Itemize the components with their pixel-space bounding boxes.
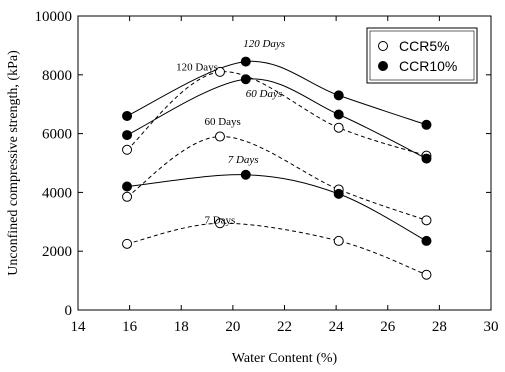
legend-label-ccr5: CCR5% [399,38,450,54]
annotation-label: 7 Days [228,154,259,166]
legend-box [366,27,478,84]
series-line-ccr10 [126,174,427,242]
x-tick-label: 28 [432,319,447,335]
annotation-label: 60 Days [204,116,240,128]
series-points [122,56,432,280]
data-point-ccr5 [421,215,432,226]
data-point-ccr10 [421,235,432,246]
y-tick-label: 10000 [35,9,73,25]
y-tick-label: 4000 [42,185,72,201]
y-tick-label: 0 [65,303,73,319]
series-line-ccr5 [126,222,427,276]
y-tick-label: 6000 [42,127,72,143]
legend: CCR5% CCR10% [366,27,478,84]
data-point-ccr10 [240,56,251,67]
annotation-label: 7 Days [204,214,235,226]
series-curves [126,60,427,276]
axis-ticks: 14 16 18 20 22 24 26 28 30 0 2000 4000 6000 8000 10000 [35,9,499,335]
data-point-ccr10 [240,169,251,180]
data-point-ccr5 [122,191,133,202]
data-point-ccr5 [421,269,432,280]
data-point-ccr5 [214,131,225,142]
x-tick-label: 22 [277,319,292,335]
x-tick-label: 14 [71,319,87,335]
y-axis-label: Unconfined compressive strength, (kPa) [6,50,21,276]
legend-marker-ccr5 [378,41,388,51]
data-point-ccr5 [214,218,225,229]
data-point-ccr10 [122,181,133,192]
annotation-label: 120 Days [176,61,218,73]
data-point-ccr10 [333,90,344,101]
data-point-ccr10 [240,74,251,85]
x-tick-label: 16 [122,319,138,335]
x-tick-label: 20 [225,319,240,335]
data-point-ccr10 [122,110,133,121]
x-tick-label: 26 [380,319,396,335]
data-point-ccr10 [421,153,432,164]
annotation-label: 60 Days [246,88,282,100]
data-point-ccr5 [214,66,225,77]
x-axis-label: Water Content (%) [232,351,338,366]
x-tick-label: 18 [174,319,189,335]
series-line-ccr10 [126,78,427,160]
data-point-ccr10 [421,119,432,130]
data-point-ccr5 [122,144,133,155]
y-tick-label: 8000 [42,68,72,84]
data-point-ccr10 [333,188,344,199]
annotation-label: 120 Days [243,38,285,50]
data-point-ccr5 [333,122,344,133]
legend-marker-ccr10 [378,61,388,71]
data-point-ccr10 [333,109,344,120]
y-tick-label: 2000 [42,244,72,260]
x-tick-label: 24 [329,319,345,335]
data-point-ccr5 [122,238,133,249]
series-line-ccr5 [126,136,427,221]
data-point-ccr5 [333,235,344,246]
annotations: 7 Days 60 Days 120 Days 7 Days 60 Days 120 Da… [176,38,285,226]
series-line-ccr10 [126,60,427,126]
legend-label-ccr10: CCR10% [399,58,457,74]
x-tick-label: 30 [484,319,499,335]
data-point-ccr10 [122,130,133,141]
series-line-ccr5 [126,71,427,157]
